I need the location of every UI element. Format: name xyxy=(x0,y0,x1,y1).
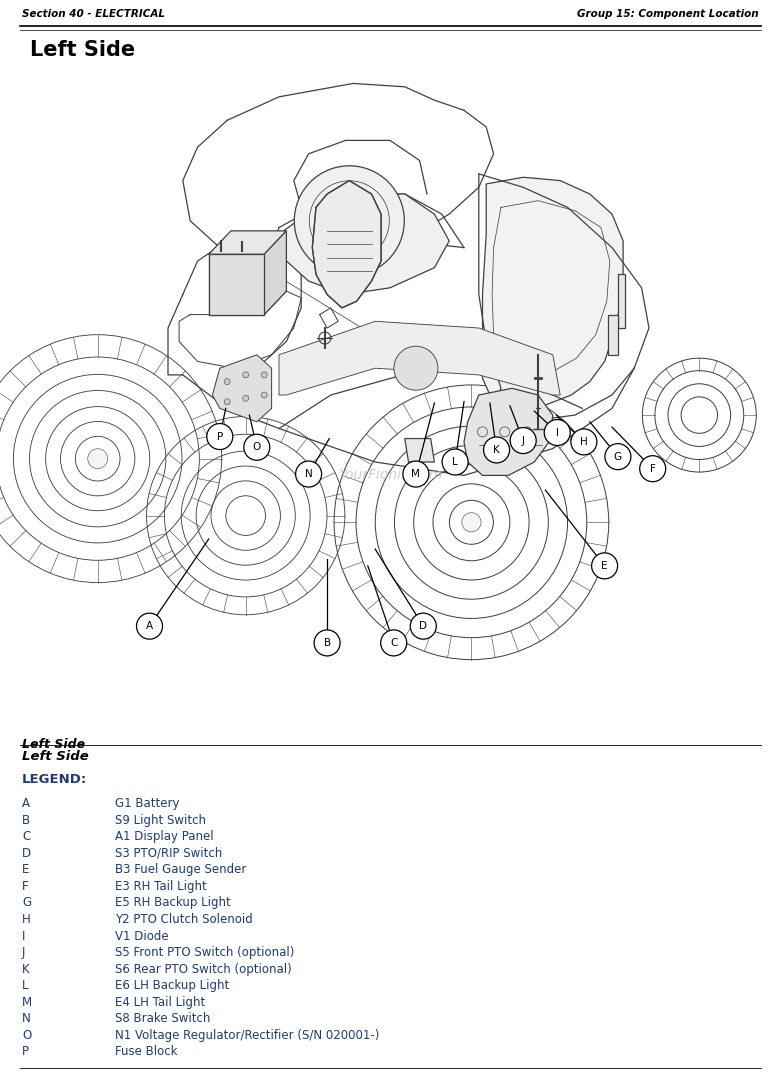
Text: A: A xyxy=(146,621,153,631)
Text: G: G xyxy=(22,897,31,909)
Text: A1 Display Panel: A1 Display Panel xyxy=(115,830,214,843)
Polygon shape xyxy=(608,315,618,355)
Circle shape xyxy=(87,448,108,469)
Text: J: J xyxy=(22,946,25,959)
Text: S5 Front PTO Switch (optional): S5 Front PTO Switch (optional) xyxy=(115,946,294,959)
Polygon shape xyxy=(279,321,560,395)
Text: E: E xyxy=(601,561,608,571)
Circle shape xyxy=(605,444,631,470)
Text: N: N xyxy=(305,469,312,479)
Text: O: O xyxy=(253,442,261,453)
Text: E4 LH Tail Light: E4 LH Tail Light xyxy=(115,995,205,1008)
Circle shape xyxy=(442,449,468,475)
Circle shape xyxy=(640,456,665,482)
Text: L: L xyxy=(22,979,28,992)
Circle shape xyxy=(137,613,162,640)
Polygon shape xyxy=(618,274,626,328)
Text: F: F xyxy=(650,463,655,474)
Circle shape xyxy=(483,436,509,463)
Text: G: G xyxy=(614,452,622,461)
Polygon shape xyxy=(279,194,449,295)
Circle shape xyxy=(314,630,340,656)
Polygon shape xyxy=(212,355,272,421)
Text: L: L xyxy=(452,457,458,467)
Polygon shape xyxy=(464,388,553,475)
Circle shape xyxy=(224,399,230,404)
Circle shape xyxy=(462,513,481,532)
Text: Group 15: Component Location: Group 15: Component Location xyxy=(577,9,759,19)
Text: I: I xyxy=(22,930,25,943)
Circle shape xyxy=(243,372,248,378)
Text: G1 Battery: G1 Battery xyxy=(115,797,180,809)
Text: A: A xyxy=(22,797,30,809)
Polygon shape xyxy=(483,177,623,408)
Circle shape xyxy=(403,461,429,487)
Text: B3 Fuel Gauge Sender: B3 Fuel Gauge Sender xyxy=(115,863,246,876)
Circle shape xyxy=(510,428,537,454)
Text: Left Side: Left Side xyxy=(30,40,135,60)
Text: Fuse Block: Fuse Block xyxy=(115,1045,177,1059)
Text: F: F xyxy=(22,879,29,893)
Circle shape xyxy=(380,630,407,656)
Text: C: C xyxy=(22,830,30,843)
Text: D: D xyxy=(22,847,31,860)
Text: O: O xyxy=(22,1029,31,1042)
Circle shape xyxy=(224,378,230,385)
Circle shape xyxy=(294,166,405,276)
Polygon shape xyxy=(264,231,287,315)
Text: E3 RH Tail Light: E3 RH Tail Light xyxy=(115,879,207,893)
Circle shape xyxy=(261,372,267,378)
Text: I: I xyxy=(556,428,558,438)
Text: Y2 PTO Clutch Solenoid: Y2 PTO Clutch Solenoid xyxy=(115,913,253,926)
Text: E6 LH Backup Light: E6 LH Backup Light xyxy=(115,979,230,992)
Text: S3 PTO/RIP Switch: S3 PTO/RIP Switch xyxy=(115,847,223,860)
Text: S6 Rear PTO Switch (optional): S6 Rear PTO Switch (optional) xyxy=(115,962,292,976)
Text: N: N xyxy=(22,1013,30,1026)
Text: K: K xyxy=(22,962,30,976)
Circle shape xyxy=(544,419,570,445)
Text: YourFionis.com: YourFionis.com xyxy=(338,469,442,483)
Text: D: D xyxy=(419,621,427,631)
Polygon shape xyxy=(405,439,434,462)
Text: C: C xyxy=(390,637,398,648)
Text: Section 40 - ELECTRICAL: Section 40 - ELECTRICAL xyxy=(22,9,165,19)
Text: P: P xyxy=(22,1045,29,1059)
Text: E5 RH Backup Light: E5 RH Backup Light xyxy=(115,897,230,909)
Circle shape xyxy=(591,553,618,578)
Text: K: K xyxy=(493,445,500,455)
Text: P: P xyxy=(216,431,223,442)
Circle shape xyxy=(261,392,267,398)
Polygon shape xyxy=(209,231,287,255)
Text: H: H xyxy=(22,913,30,926)
Text: S9 Light Switch: S9 Light Switch xyxy=(115,814,206,827)
Polygon shape xyxy=(312,181,381,307)
Text: M: M xyxy=(412,469,420,479)
Circle shape xyxy=(394,346,438,390)
Text: B: B xyxy=(22,814,30,827)
Text: J: J xyxy=(522,435,525,445)
Text: M: M xyxy=(22,995,32,1008)
Text: E: E xyxy=(22,863,30,876)
Text: Left Side: Left Side xyxy=(22,739,85,751)
Circle shape xyxy=(207,424,233,449)
Circle shape xyxy=(571,429,597,455)
Circle shape xyxy=(243,396,248,401)
Circle shape xyxy=(295,461,322,487)
Text: Left Side: Left Side xyxy=(22,750,89,763)
Polygon shape xyxy=(209,255,264,315)
Text: B: B xyxy=(323,637,330,648)
Text: V1 Diode: V1 Diode xyxy=(115,930,169,943)
Text: LEGEND:: LEGEND: xyxy=(22,773,87,786)
Text: N1 Voltage Regulator/Rectifier (S/N 020001-): N1 Voltage Regulator/Rectifier (S/N 0200… xyxy=(115,1029,380,1042)
Text: S8 Brake Switch: S8 Brake Switch xyxy=(115,1013,210,1026)
Text: H: H xyxy=(580,436,588,447)
Circle shape xyxy=(410,613,437,640)
Circle shape xyxy=(244,434,269,460)
